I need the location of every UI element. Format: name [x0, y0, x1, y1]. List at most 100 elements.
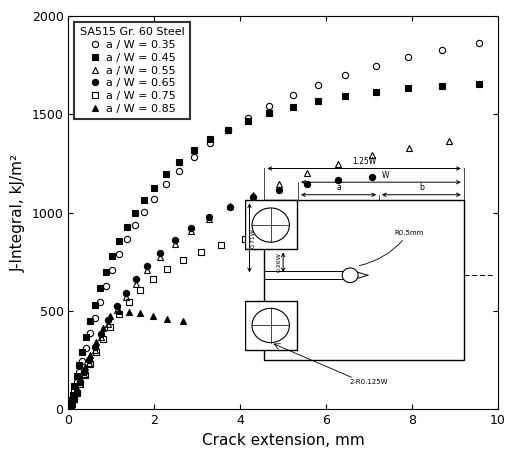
a / W = 0.35 — [439, 47, 445, 53]
X-axis label: Crack extension, mm: Crack extension, mm — [202, 433, 364, 448]
a / W = 0.55 — [123, 294, 129, 300]
a / W = 0.85 — [93, 339, 99, 345]
a / W = 0.55 — [188, 228, 194, 234]
a / W = 0.45 — [225, 127, 231, 133]
a / W = 0.75 — [164, 266, 170, 272]
a / W = 0.65 — [123, 290, 129, 296]
a / W = 0.75 — [267, 232, 273, 238]
a / W = 0.35 — [92, 315, 98, 321]
a / W = 0.75 — [108, 324, 114, 330]
a / W = 0.45 — [207, 137, 213, 142]
a / W = 0.45 — [163, 172, 170, 177]
a / W = 0.75 — [403, 225, 409, 231]
a / W = 0.35 — [176, 168, 183, 173]
a / W = 0.65 — [172, 237, 178, 243]
a / W = 0.55 — [405, 145, 412, 151]
a / W = 0.65 — [206, 214, 212, 220]
a / W = 0.85 — [100, 326, 106, 331]
Line: a / W = 0.45: a / W = 0.45 — [67, 81, 482, 408]
a / W = 0.35 — [71, 388, 78, 393]
a / W = 0.45 — [116, 238, 122, 244]
a / W = 0.45 — [76, 362, 82, 368]
a / W = 0.75 — [71, 396, 78, 402]
a / W = 0.35 — [266, 103, 272, 109]
a / W = 0.75 — [364, 226, 370, 232]
a / W = 0.75 — [241, 236, 248, 242]
a / W = 0.75 — [179, 257, 186, 263]
a / W = 0.45 — [103, 269, 109, 274]
a / W = 0.65 — [157, 250, 163, 255]
a / W = 0.45 — [290, 104, 296, 109]
a / W = 0.35 — [151, 196, 157, 202]
a / W = 0.55 — [78, 381, 84, 386]
a / W = 0.45 — [97, 285, 103, 291]
a / W = 0.75 — [78, 381, 84, 387]
a / W = 0.35 — [79, 358, 85, 364]
a / W = 0.35 — [87, 330, 93, 336]
a / W = 0.65 — [86, 358, 92, 363]
a / W = 0.75 — [137, 287, 143, 293]
a / W = 0.45 — [191, 147, 197, 153]
a / W = 0.55 — [227, 204, 233, 209]
a / W = 0.65 — [304, 181, 310, 186]
a / W = 0.55 — [74, 389, 80, 395]
a / W = 0.35 — [315, 82, 322, 88]
Line: a / W = 0.35: a / W = 0.35 — [67, 40, 482, 409]
a / W = 0.35 — [132, 222, 138, 227]
a / W = 0.85 — [67, 404, 73, 409]
a / W = 0.45 — [405, 86, 411, 91]
a / W = 0.35 — [97, 300, 103, 305]
a / W = 0.55 — [81, 371, 87, 376]
a / W = 0.35 — [342, 73, 348, 78]
a / W = 0.45 — [79, 349, 85, 355]
a / W = 0.65 — [78, 380, 84, 385]
a / W = 0.85 — [69, 400, 75, 405]
a / W = 0.35 — [372, 63, 378, 68]
a / W = 0.45 — [68, 397, 74, 403]
a / W = 0.55 — [206, 216, 212, 221]
a / W = 0.65 — [71, 396, 78, 402]
a / W = 0.75 — [197, 249, 204, 255]
a / W = 0.85 — [87, 352, 93, 358]
a / W = 0.65 — [250, 195, 256, 200]
a / W = 0.75 — [218, 242, 224, 248]
a / W = 0.55 — [98, 334, 104, 340]
a / W = 0.55 — [133, 281, 139, 286]
a / W = 0.45 — [83, 334, 89, 340]
a / W = 0.85 — [82, 364, 88, 370]
a / W = 0.55 — [276, 181, 282, 186]
a / W = 0.55 — [113, 308, 119, 313]
a / W = 0.45 — [73, 374, 80, 379]
a / W = 0.65 — [69, 400, 75, 406]
a / W = 0.85 — [108, 313, 114, 319]
a / W = 0.55 — [304, 171, 310, 176]
a / W = 0.75 — [149, 276, 156, 282]
a / W = 0.65 — [276, 187, 282, 192]
a / W = 0.45 — [141, 197, 147, 203]
a / W = 0.55 — [335, 161, 341, 167]
a / W = 0.45 — [71, 384, 78, 389]
a / W = 0.45 — [439, 83, 445, 89]
a / W = 0.35 — [68, 399, 74, 405]
a / W = 0.35 — [67, 403, 73, 409]
a / W = 0.45 — [67, 403, 73, 408]
a / W = 0.55 — [250, 192, 256, 197]
a / W = 0.35 — [103, 283, 109, 289]
a / W = 0.45 — [70, 392, 76, 397]
a / W = 0.45 — [266, 111, 272, 116]
a / W = 0.45 — [245, 118, 251, 123]
Legend: a / W = 0.35, a / W = 0.45, a / W = 0.55, a / W = 0.65, a / W = 0.75, a / W = 0.: a / W = 0.35, a / W = 0.45, a / W = 0.55… — [74, 22, 190, 119]
a / W = 0.75 — [87, 361, 93, 367]
a / W = 0.75 — [296, 230, 302, 235]
a / W = 0.65 — [113, 303, 119, 309]
a / W = 0.45 — [176, 159, 183, 165]
a / W = 0.65 — [105, 317, 112, 323]
a / W = 0.65 — [92, 345, 98, 350]
a / W = 0.35 — [476, 40, 482, 46]
a / W = 0.35 — [207, 140, 213, 146]
a / W = 0.65 — [81, 369, 87, 375]
a / W = 0.75 — [116, 312, 122, 317]
a / W = 0.75 — [100, 337, 106, 342]
a / W = 0.55 — [369, 152, 375, 158]
a / W = 0.65 — [227, 204, 233, 210]
